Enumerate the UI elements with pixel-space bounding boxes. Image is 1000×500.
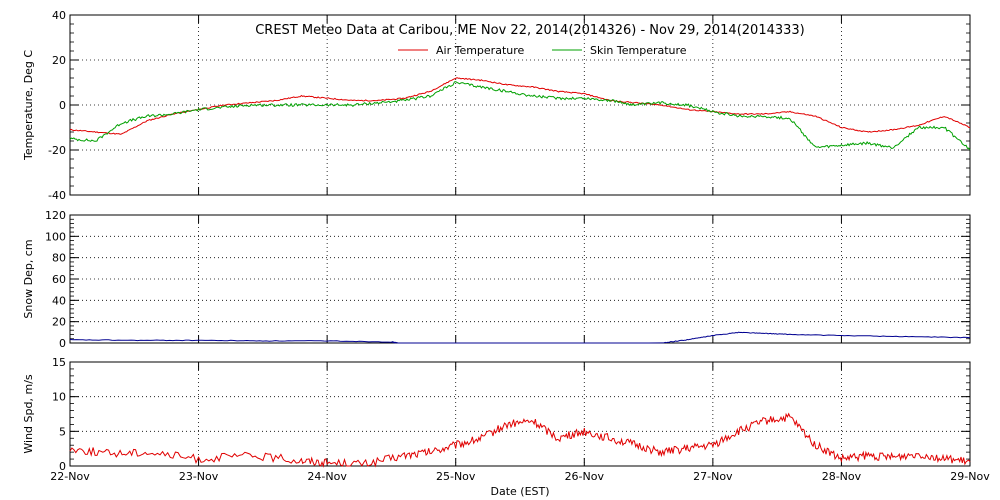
x-tick-label: 25-Nov	[436, 470, 476, 483]
temperature-ytick-label: 0	[59, 99, 66, 112]
snow-series-line	[69, 331, 971, 344]
x-tick-label: 22-Nov	[50, 470, 90, 483]
wind-panel-frame	[69, 361, 971, 467]
chart-title: CREST Meteo Data at Caribou, ME Nov 22, …	[255, 23, 805, 38]
wind-ytick-label: 0	[59, 460, 66, 473]
x-tick-label: 23-Nov	[179, 470, 219, 483]
legend-air-label: Air Temperature	[436, 44, 525, 57]
grid-layer	[70, 15, 970, 466]
snow-ytick-label: 80	[52, 252, 66, 265]
temperature-ytick-label: -20	[48, 144, 66, 157]
legend-skin-label: Skin Temperature	[590, 44, 687, 57]
snow-ylabel: Snow Dep, cm	[22, 239, 35, 318]
x-tick-label: 28-Nov	[822, 470, 862, 483]
snow-ytick-label: 60	[52, 273, 66, 286]
wind-ylabel: Wind Spd, m/s	[22, 374, 35, 454]
snow-ytick-label: 40	[52, 294, 66, 307]
wind-ytick-label: 10	[52, 391, 66, 404]
x-tick-label: 26-Nov	[565, 470, 605, 483]
snow-ytick-label: 100	[45, 230, 66, 243]
temperature-ylabel: Temperature, Deg C	[22, 50, 35, 161]
temperature-ytick-label: 40	[52, 9, 66, 22]
x-axis-label: Date (EST)	[490, 485, 549, 498]
temperature-ytick-label: 20	[52, 54, 66, 67]
wind-ytick-label: 15	[52, 356, 66, 369]
x-tick-label: 24-Nov	[307, 470, 347, 483]
wind-ytick-label: 5	[59, 425, 66, 438]
tick-layer: -40 -20 0 20 40 0 20 40 60 80 100 120 0 5 10 15 22-Nov 23…	[45, 9, 990, 483]
temperature-ytick-label: -40	[48, 189, 66, 202]
x-tick-label: 29-Nov	[950, 470, 990, 483]
legend: Air Temperature Skin Temperature	[398, 44, 687, 57]
series-layer	[69, 77, 971, 468]
snow-ytick-label: 20	[52, 316, 66, 329]
wind-series-line	[69, 412, 971, 468]
air-temperature-series-line	[69, 77, 971, 135]
snow-ytick-label: 120	[45, 209, 66, 222]
snow-ytick-label: 0	[59, 337, 66, 350]
skin-temperature-series-line	[69, 81, 971, 151]
x-tick-label: 27-Nov	[693, 470, 733, 483]
